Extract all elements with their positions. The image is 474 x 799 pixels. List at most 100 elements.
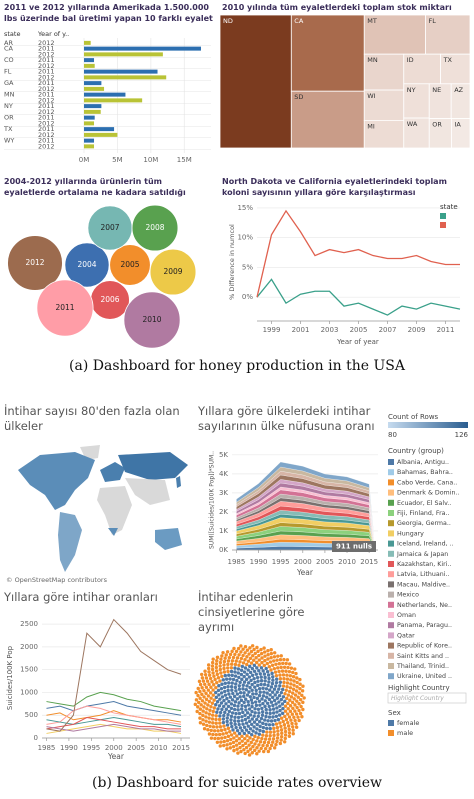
row-label: 2011 <box>38 79 55 87</box>
dot <box>206 666 211 671</box>
line <box>46 691 182 712</box>
dot <box>238 745 242 750</box>
row-label: 2012 <box>38 131 55 139</box>
dot <box>207 673 212 677</box>
dot <box>206 688 211 692</box>
dot <box>287 662 292 666</box>
bubble <box>149 248 197 296</box>
dot <box>261 729 266 734</box>
dot <box>207 716 211 720</box>
highlight-input[interactable] <box>387 692 467 704</box>
dot <box>248 670 253 675</box>
dot <box>261 669 265 673</box>
dot <box>210 660 215 665</box>
dot <box>248 727 253 731</box>
dot <box>234 689 238 693</box>
row-label: 2011 <box>38 125 55 133</box>
x-tick-label: 2000 <box>105 744 123 752</box>
dot <box>245 693 250 697</box>
line <box>46 618 182 732</box>
dot <box>297 691 301 695</box>
dot <box>281 673 286 677</box>
dot <box>279 734 284 739</box>
dot <box>235 692 240 696</box>
dot <box>218 667 222 672</box>
dot <box>200 699 205 703</box>
dot <box>214 714 218 718</box>
dot <box>250 682 254 687</box>
dot <box>260 706 264 711</box>
dot <box>275 739 279 744</box>
dot <box>233 715 237 719</box>
ramp-label: 126 <box>455 431 469 439</box>
dot <box>263 718 267 722</box>
dot <box>261 725 266 730</box>
dot <box>251 654 255 658</box>
legend-label: Saint Kitts and .. <box>397 653 449 660</box>
dot <box>207 682 211 687</box>
dot <box>267 715 272 719</box>
dot <box>204 691 208 696</box>
x-tick-label: 2010 <box>150 744 168 752</box>
treemap-cell <box>363 14 426 55</box>
dot <box>222 743 226 748</box>
dot <box>301 684 305 688</box>
dot <box>201 718 205 722</box>
dot <box>239 644 243 648</box>
dot <box>287 734 292 738</box>
dot <box>255 717 259 722</box>
dot <box>255 727 259 731</box>
dot <box>206 728 210 732</box>
y-tick-label: 2500 <box>20 620 38 628</box>
dot <box>233 666 237 670</box>
dot <box>214 703 218 707</box>
legend-title: Count of Rows <box>388 413 439 421</box>
dot <box>236 646 241 651</box>
dot <box>225 747 229 751</box>
dot <box>207 699 212 704</box>
dot <box>266 719 270 723</box>
dot <box>264 687 269 691</box>
dot <box>295 685 299 689</box>
dot <box>268 726 272 731</box>
x-tick-label: 2009 <box>408 326 426 334</box>
dot <box>215 672 220 677</box>
dot <box>226 662 230 667</box>
dot <box>198 689 202 694</box>
dot <box>267 676 271 681</box>
dot <box>254 672 259 676</box>
legend-swatch <box>388 720 394 726</box>
dot <box>297 702 301 706</box>
dot <box>268 711 272 716</box>
dot <box>263 679 267 683</box>
dot <box>198 707 203 711</box>
dot <box>233 670 237 674</box>
dot <box>247 675 252 679</box>
legend-swatch <box>388 499 394 506</box>
dot <box>291 675 296 679</box>
dot <box>220 736 224 740</box>
dot <box>212 674 216 678</box>
dot <box>221 678 225 682</box>
dot <box>293 709 297 713</box>
dot <box>237 701 241 705</box>
legend-label: Latvia, Lithuani.. <box>397 571 449 578</box>
dot <box>269 656 273 660</box>
dot <box>279 654 283 658</box>
dot <box>214 665 219 670</box>
dot <box>266 683 270 688</box>
dot <box>236 671 240 675</box>
dot <box>241 647 245 651</box>
treemap-cell <box>403 83 430 119</box>
dot <box>272 726 276 731</box>
treemap-cell <box>290 14 365 92</box>
dot <box>237 741 242 746</box>
dot <box>283 733 288 737</box>
dot <box>254 656 258 660</box>
dot <box>219 728 224 733</box>
dot <box>255 696 260 701</box>
dot <box>277 669 281 674</box>
legend-label: Macau, Maldive.. <box>397 581 450 588</box>
dot <box>229 721 233 725</box>
dot <box>253 651 257 656</box>
